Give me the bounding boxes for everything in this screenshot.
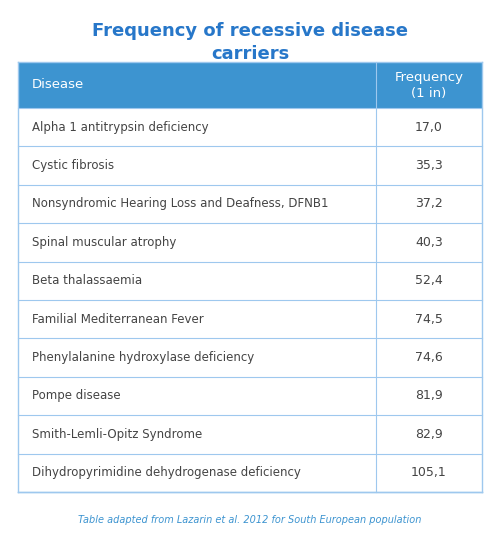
Text: 35,3: 35,3: [415, 159, 443, 172]
Text: Cystic fibrosis: Cystic fibrosis: [32, 159, 114, 172]
Bar: [18, 300, 482, 338]
Text: 81,9: 81,9: [415, 389, 443, 403]
Text: 17,0: 17,0: [415, 120, 443, 134]
Bar: [18, 454, 482, 492]
Text: Frequency
(1 in): Frequency (1 in): [394, 70, 464, 100]
Text: Disease: Disease: [32, 79, 84, 91]
Text: 74,6: 74,6: [415, 351, 443, 364]
Text: 74,5: 74,5: [415, 313, 443, 326]
Bar: [18, 338, 482, 377]
Text: carriers: carriers: [211, 45, 289, 63]
Bar: [18, 262, 482, 300]
Text: Table adapted from Lazarin et al. 2012 for South European population: Table adapted from Lazarin et al. 2012 f…: [78, 515, 422, 525]
Bar: [18, 146, 482, 185]
Bar: [18, 415, 482, 454]
Text: Phenylalanine hydroxylase deficiency: Phenylalanine hydroxylase deficiency: [32, 351, 254, 364]
Text: Beta thalassaemia: Beta thalassaemia: [32, 274, 142, 287]
Bar: [18, 377, 482, 415]
Text: 105,1: 105,1: [411, 466, 447, 479]
Text: 82,9: 82,9: [415, 428, 443, 441]
Text: Alpha 1 antitrypsin deficiency: Alpha 1 antitrypsin deficiency: [32, 120, 208, 134]
Bar: [18, 62, 482, 108]
Text: 37,2: 37,2: [415, 197, 443, 211]
Text: Dihydropyrimidine dehydrogenase deficiency: Dihydropyrimidine dehydrogenase deficien…: [32, 466, 301, 479]
Text: 52,4: 52,4: [415, 274, 443, 287]
Text: Familial Mediterranean Fever: Familial Mediterranean Fever: [32, 313, 204, 326]
Text: 40,3: 40,3: [415, 236, 443, 249]
Bar: [18, 185, 482, 223]
Bar: [18, 223, 482, 262]
Bar: [18, 108, 482, 146]
Text: Nonsyndromic Hearing Loss and Deafness, DFNB1: Nonsyndromic Hearing Loss and Deafness, …: [32, 197, 328, 211]
Text: Spinal muscular atrophy: Spinal muscular atrophy: [32, 236, 176, 249]
Text: Frequency of recessive disease: Frequency of recessive disease: [92, 22, 408, 40]
Text: Smith-Lemli-Opitz Syndrome: Smith-Lemli-Opitz Syndrome: [32, 428, 202, 441]
Text: Pompe disease: Pompe disease: [32, 389, 120, 403]
